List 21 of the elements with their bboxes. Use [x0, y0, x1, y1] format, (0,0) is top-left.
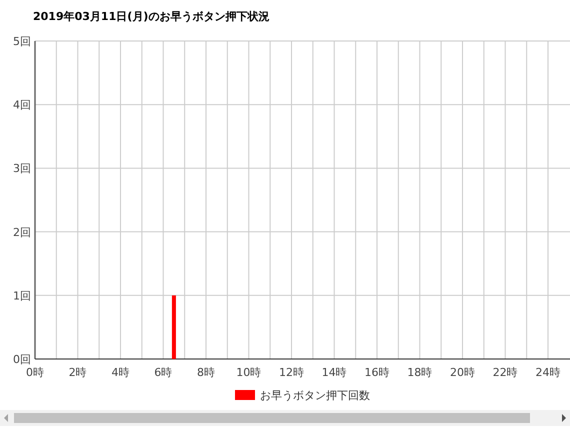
legend-label: お早うボタン押下回数: [260, 389, 370, 402]
x-tick-label: 0時: [26, 366, 44, 379]
y-tick-label: 4回: [13, 98, 31, 112]
y-tick-label: 1回: [13, 289, 31, 302]
x-tick-label: 22時: [492, 366, 518, 379]
x-tick-label: 6時: [154, 366, 172, 379]
x-tick-label: 4時: [112, 366, 130, 379]
x-tick-label: 16時: [364, 366, 390, 379]
x-tick-label: 10時: [236, 366, 262, 379]
x-tick-label: 12時: [279, 366, 304, 379]
y-tick-label: 5回: [13, 35, 31, 48]
x-tick-label: 20時: [450, 366, 475, 379]
x-tick-label: 2時: [68, 366, 87, 379]
y-tick-label: 0回: [13, 353, 31, 366]
x-tick-label: 14時: [322, 366, 347, 379]
x-tick-label: 18時: [407, 366, 432, 379]
y-tick-label: 2回: [13, 226, 31, 239]
y-tick-label: 3回: [13, 162, 31, 176]
chart-title: 2019年03月11日(月)のお早うボタン押下状況: [33, 10, 270, 23]
x-tick-label: 8時: [197, 366, 215, 379]
x-tick-label: 24時: [536, 366, 560, 379]
